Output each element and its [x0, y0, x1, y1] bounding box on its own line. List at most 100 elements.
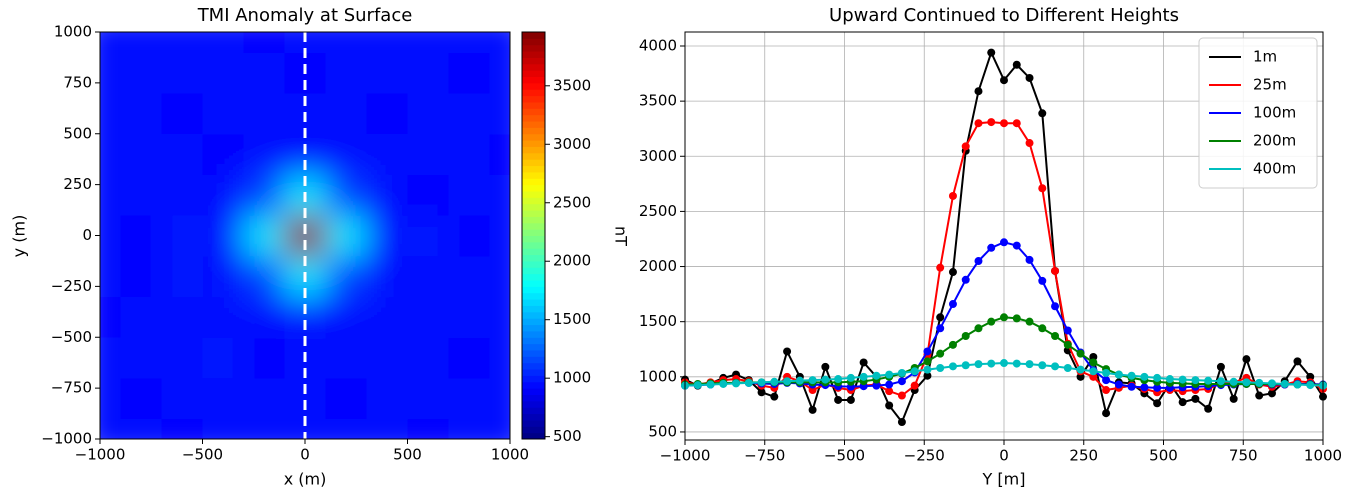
- data-point: [1153, 399, 1162, 408]
- data-point: [961, 361, 970, 370]
- data-point: [1076, 365, 1085, 374]
- heatmap-cell: [366, 133, 408, 175]
- colorbar-tick-label: 3000: [553, 135, 591, 153]
- heatmap-cell: [243, 296, 285, 338]
- data-point: [948, 268, 957, 277]
- data-point: [1306, 381, 1315, 390]
- colorbar-swatch: [522, 229, 545, 236]
- data-point: [1114, 370, 1123, 379]
- x-tick-label: −500: [182, 446, 223, 464]
- colorbar-swatch: [522, 76, 545, 84]
- data-point: [936, 263, 945, 272]
- data-point: [744, 378, 753, 387]
- data-point: [1102, 409, 1111, 418]
- x-axis-label: Y [m]: [982, 470, 1026, 489]
- data-point: [1012, 359, 1021, 368]
- data-point: [1076, 349, 1085, 358]
- colorbar-swatch: [522, 400, 545, 408]
- data-point: [1038, 184, 1047, 193]
- heatmap-cell: [407, 52, 449, 94]
- colorbar-tick-label: 2000: [553, 252, 591, 270]
- heatmap-cell: [489, 296, 510, 338]
- colorbar-swatch: [522, 337, 545, 345]
- heatmap-cell: [448, 255, 490, 298]
- data-point: [1038, 276, 1047, 285]
- data-point: [1089, 352, 1098, 361]
- colorbar-swatch: [522, 349, 545, 357]
- heatmap-cell: [284, 215, 326, 257]
- colorbar-swatch: [522, 235, 545, 243]
- heatmap-cell: [325, 133, 367, 175]
- data-point: [1229, 394, 1238, 403]
- heatmap-cell: [448, 377, 490, 420]
- heatmap-cell: [120, 93, 162, 135]
- heatmap-cell: [202, 418, 244, 439]
- data-point: [859, 358, 868, 367]
- colorbar-swatch: [522, 369, 545, 376]
- heatmap-cell: [448, 215, 490, 257]
- heatmap-cell: [325, 174, 367, 216]
- colorbar-swatch: [522, 394, 545, 402]
- heatmap-cell: [243, 93, 285, 135]
- data-point: [885, 380, 894, 389]
- data-point: [719, 379, 728, 388]
- colorbar-tick-label: 2500: [553, 193, 591, 211]
- x-tick-label: 500: [393, 446, 422, 464]
- data-point: [936, 313, 945, 322]
- heatmap-cell: [100, 337, 121, 379]
- y-tick-label: 0: [82, 226, 92, 244]
- colorbar-swatch: [522, 381, 545, 389]
- data-point: [1012, 241, 1021, 250]
- heatmap-cell: [407, 93, 449, 135]
- colorbar-label: nT: [612, 226, 631, 246]
- heatmap-cell: [161, 337, 203, 379]
- data-point: [872, 371, 881, 380]
- colorbar-swatch: [522, 152, 545, 160]
- heatmap-cell: [366, 215, 408, 257]
- heatmap-cell: [120, 215, 162, 257]
- heatmap-cell: [448, 32, 490, 53]
- data-point: [885, 401, 894, 410]
- data-point: [974, 324, 983, 333]
- colorbar-swatch: [522, 286, 545, 294]
- heatmap-cell: [202, 255, 244, 298]
- colorbar-swatch: [522, 343, 545, 351]
- heatmap-cell: [243, 52, 285, 94]
- data-point: [1178, 375, 1187, 384]
- data-point: [1140, 372, 1149, 381]
- colorbar-swatch: [522, 127, 545, 135]
- heatmap-cell: [284, 296, 326, 338]
- y-tick-label: −250: [51, 277, 92, 295]
- data-point: [974, 360, 983, 369]
- colorbar-tick-label: 1000: [553, 369, 591, 387]
- colorbar-swatch: [522, 292, 545, 300]
- heatmap-cell: [407, 377, 449, 420]
- x-tick-label: 250: [1069, 447, 1098, 465]
- data-point: [1267, 379, 1276, 388]
- heatmap-cell: [100, 296, 121, 338]
- colorbar-tick-label: 3500: [553, 76, 591, 94]
- data-point: [1191, 394, 1200, 403]
- colorbar-swatch: [522, 178, 545, 186]
- colorbar-swatch: [522, 133, 545, 141]
- heatmap-cell: [161, 418, 203, 439]
- data-point: [1204, 376, 1213, 385]
- heatmap-cell: [120, 52, 162, 94]
- data-point: [1229, 377, 1238, 386]
- y-tick-label: 4000: [639, 37, 677, 55]
- colorbar-swatch: [522, 375, 545, 383]
- heatmap-cell: [202, 337, 244, 379]
- colorbar-swatch: [522, 51, 545, 58]
- data-point: [1025, 139, 1034, 148]
- colorbar-swatch: [522, 330, 545, 338]
- colorbar-swatch: [522, 356, 545, 364]
- data-point: [859, 372, 868, 381]
- heatmap-cell: [120, 32, 162, 53]
- heatmap-cell: [325, 296, 367, 338]
- data-point: [795, 376, 804, 385]
- heatmap-cell: [407, 296, 449, 338]
- heatmap-cell: [366, 377, 408, 420]
- data-point: [808, 405, 817, 414]
- heatmap-cell: [407, 215, 449, 257]
- heatmap-cell: [366, 337, 408, 379]
